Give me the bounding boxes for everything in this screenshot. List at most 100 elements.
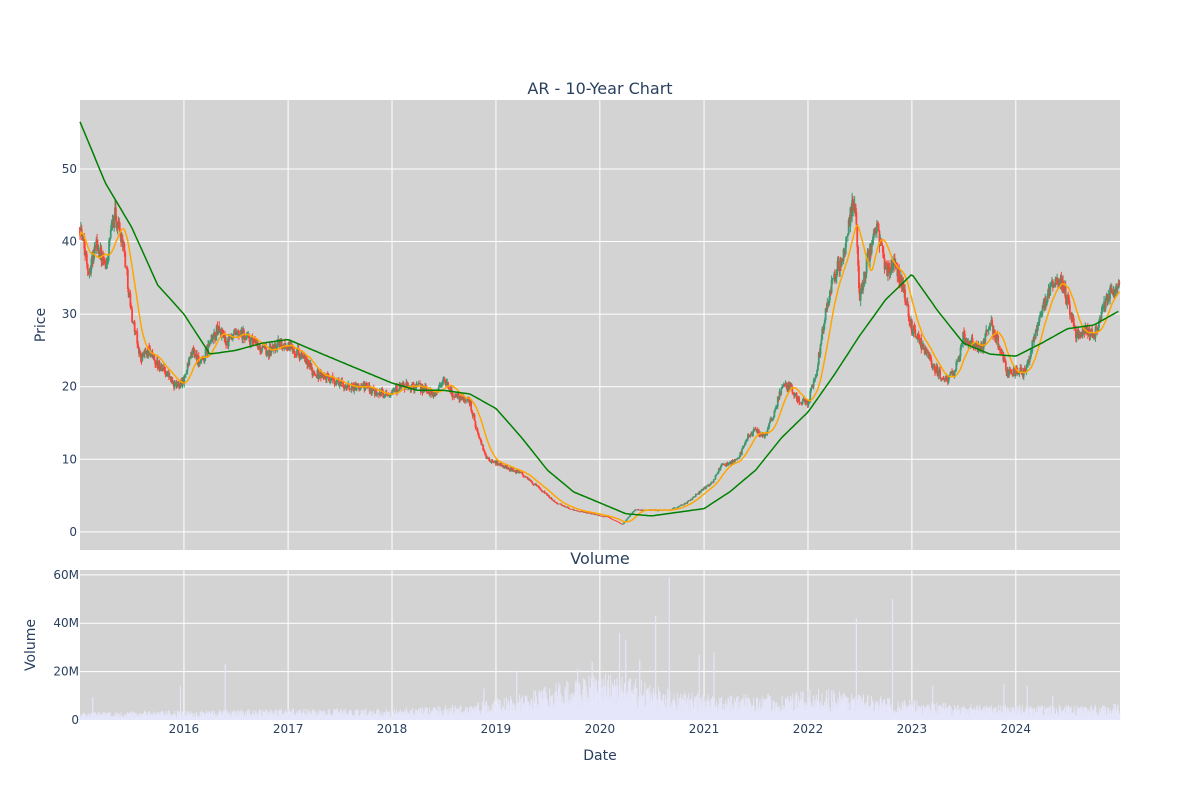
candle-body bbox=[989, 323, 992, 327]
candle-body bbox=[975, 342, 977, 348]
candle-body bbox=[969, 340, 972, 347]
candle-body bbox=[854, 203, 857, 212]
candle-body bbox=[364, 386, 367, 391]
candle-body bbox=[773, 410, 776, 417]
candle-body bbox=[260, 351, 262, 353]
candle-body bbox=[582, 511, 584, 513]
candle-body bbox=[870, 243, 873, 253]
candle-body bbox=[178, 383, 180, 388]
x-tick-label-2019: 2019 bbox=[481, 722, 512, 736]
candle-body bbox=[957, 359, 959, 362]
candle-body bbox=[785, 382, 788, 388]
candle-body bbox=[691, 497, 694, 500]
candle-body bbox=[966, 341, 969, 344]
candle-body bbox=[489, 460, 491, 461]
candle-body bbox=[865, 256, 868, 274]
candle-body bbox=[742, 445, 745, 447]
candle-body bbox=[192, 348, 195, 350]
candle-body bbox=[728, 463, 731, 465]
candle-body bbox=[359, 388, 362, 391]
candle-body bbox=[333, 380, 336, 384]
candle-body bbox=[915, 337, 918, 339]
candle-body bbox=[577, 511, 580, 512]
candle-body bbox=[637, 509, 640, 511]
candle-body bbox=[819, 344, 822, 355]
candle-body bbox=[709, 483, 712, 486]
candle-body bbox=[795, 393, 798, 399]
candle-body bbox=[677, 506, 680, 507]
candle-body bbox=[744, 441, 747, 446]
candle-body bbox=[602, 516, 605, 517]
candle-body bbox=[961, 343, 964, 344]
candle-body bbox=[723, 464, 726, 466]
candle-body bbox=[92, 253, 95, 262]
candle-body bbox=[739, 452, 742, 457]
candle-body bbox=[1008, 368, 1011, 376]
candle-body bbox=[238, 334, 241, 336]
candle-body bbox=[1075, 335, 1078, 339]
candle-body bbox=[849, 207, 852, 227]
candle-body bbox=[473, 414, 476, 421]
candle-body bbox=[864, 273, 867, 279]
candle-body bbox=[1039, 314, 1042, 316]
candle-body bbox=[782, 384, 785, 386]
candle-body bbox=[522, 474, 525, 477]
candle-body bbox=[830, 279, 833, 293]
candle-body bbox=[835, 270, 838, 278]
candle-body bbox=[556, 503, 559, 505]
candle-body bbox=[483, 451, 486, 454]
candle-body bbox=[212, 336, 215, 340]
candle-body bbox=[93, 246, 96, 254]
candle-body bbox=[1009, 368, 1012, 370]
candle-body bbox=[86, 264, 89, 271]
candle-body bbox=[568, 508, 571, 509]
candle-body bbox=[453, 396, 455, 397]
candle-body bbox=[448, 387, 450, 389]
candle-body bbox=[846, 236, 848, 238]
candle-body bbox=[738, 456, 741, 459]
candle-body bbox=[413, 386, 416, 391]
candle-body bbox=[705, 486, 707, 489]
candle-body bbox=[96, 240, 98, 245]
candle-body bbox=[90, 265, 93, 274]
candle-body bbox=[477, 431, 479, 434]
candle-body bbox=[108, 240, 110, 256]
candle-body bbox=[680, 504, 683, 506]
candle-body bbox=[299, 355, 302, 360]
candle-body bbox=[745, 440, 748, 442]
candle-body bbox=[889, 270, 892, 274]
candle-body bbox=[357, 383, 360, 387]
candle-body bbox=[1010, 373, 1013, 375]
price-y-tick-label: 30 bbox=[62, 307, 77, 321]
candle-body bbox=[959, 347, 962, 357]
candle-body bbox=[100, 247, 103, 261]
candle-body bbox=[748, 435, 751, 437]
price-y-tick-label: 50 bbox=[62, 162, 77, 176]
x-axis-title: Date bbox=[583, 748, 616, 764]
candle-body bbox=[560, 504, 563, 506]
candle-body bbox=[1098, 318, 1101, 321]
candle-body bbox=[769, 420, 772, 424]
candle-body bbox=[998, 346, 1001, 351]
candle-body bbox=[486, 457, 489, 459]
candle-body bbox=[1026, 364, 1029, 366]
candle-body bbox=[348, 383, 350, 389]
candle-body bbox=[371, 388, 373, 394]
candle-body bbox=[141, 353, 144, 361]
candle-body bbox=[936, 366, 939, 377]
candle-body bbox=[710, 482, 713, 484]
candle-body bbox=[730, 460, 733, 465]
candle-body bbox=[821, 328, 824, 340]
candle-body bbox=[137, 343, 139, 348]
candle-body bbox=[202, 358, 204, 360]
candle-body bbox=[859, 289, 862, 301]
candle-body bbox=[866, 252, 869, 257]
candle-body bbox=[856, 224, 859, 247]
candle-body bbox=[163, 367, 166, 371]
candle-body bbox=[530, 481, 533, 483]
candle-body bbox=[318, 374, 321, 379]
candle-body bbox=[265, 345, 268, 355]
candle-body bbox=[343, 385, 346, 389]
candle-body bbox=[930, 360, 933, 365]
candle-body bbox=[1098, 320, 1100, 328]
